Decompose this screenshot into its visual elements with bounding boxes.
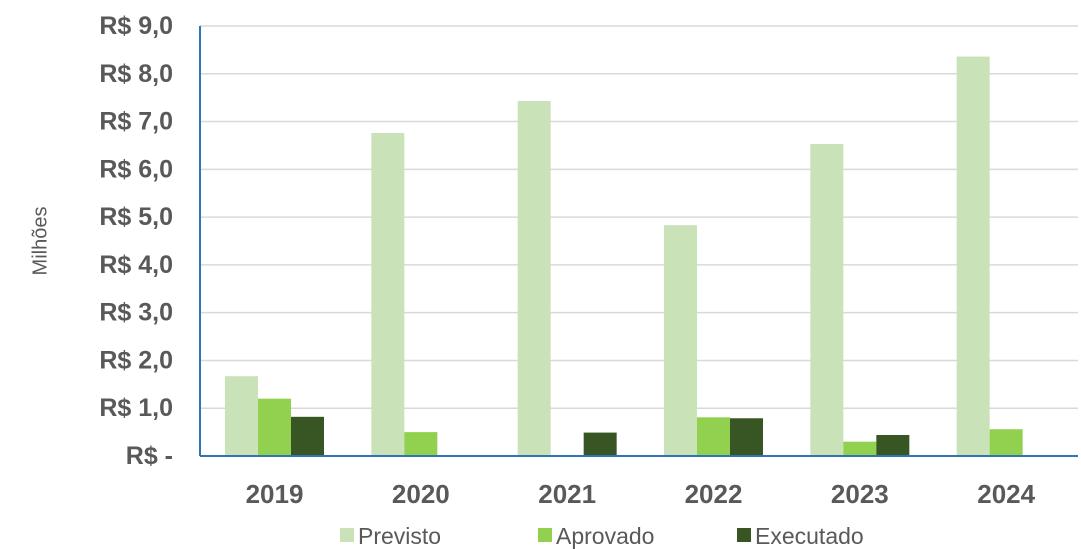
bar-previsto-2021 bbox=[517, 101, 551, 456]
bar-previsto-2022 bbox=[664, 225, 697, 456]
y-tick-label: R$ 4,0 bbox=[99, 251, 173, 279]
x-tick-label: 2023 bbox=[831, 479, 889, 509]
bar-executado-2019 bbox=[291, 416, 324, 456]
x-tick-label: 2020 bbox=[392, 479, 450, 509]
y-tick-label: R$ - bbox=[126, 442, 173, 470]
bar-previsto-2023 bbox=[810, 144, 844, 456]
bar-executado-2021 bbox=[583, 432, 617, 456]
bars bbox=[225, 56, 1023, 456]
bar-previsto-2019 bbox=[225, 376, 258, 456]
legend-swatch-executado bbox=[737, 528, 751, 542]
x-tick-labels: 2019 2020 2021 2022 2023 2024 bbox=[246, 479, 1036, 509]
x-tick-label: 2022 bbox=[685, 479, 743, 509]
x-tick-label: 2019 bbox=[246, 479, 304, 509]
y-axis-label: Milhões bbox=[29, 207, 51, 276]
x-tick-label: 2024 bbox=[977, 479, 1035, 509]
bar-aprovado-2023 bbox=[843, 441, 877, 456]
legend-label-aprovado: Aprovado bbox=[556, 523, 654, 549]
bar-aprovado-2020 bbox=[404, 432, 438, 456]
y-tick-label: R$ 8,0 bbox=[99, 60, 173, 88]
bar-aprovado-2024 bbox=[989, 429, 1023, 456]
y-tick-label: R$ 3,0 bbox=[99, 299, 173, 327]
legend-swatch-aprovado bbox=[538, 528, 552, 542]
legend: Previsto Aprovado Executado bbox=[340, 523, 864, 549]
bar-previsto-2020 bbox=[371, 133, 405, 456]
y-tick-label: R$ 6,0 bbox=[99, 155, 173, 183]
gridlines bbox=[200, 25, 1078, 409]
legend-label-executado: Executado bbox=[755, 523, 864, 549]
bar-previsto-2024 bbox=[956, 56, 990, 456]
bar-aprovado-2022 bbox=[697, 417, 730, 456]
y-tick-label: R$ 2,0 bbox=[99, 346, 173, 374]
x-tick-label: 2021 bbox=[538, 479, 596, 509]
y-tick-label: R$ 9,0 bbox=[99, 12, 173, 40]
legend-swatch-previsto bbox=[340, 528, 354, 542]
y-tick-label: R$ 7,0 bbox=[99, 108, 173, 136]
y-tick-labels: R$ - R$ 1,0 R$ 2,0 R$ 3,0 R$ 4,0 R$ 5,0 R$ 6,0… bbox=[99, 12, 173, 470]
bar-executado-2023 bbox=[876, 434, 910, 456]
legend-label-previsto: Previsto bbox=[358, 523, 441, 549]
y-tick-label: R$ 1,0 bbox=[99, 394, 173, 422]
axes bbox=[199, 26, 1078, 457]
bar-aprovado-2019 bbox=[258, 398, 291, 456]
bar-executado-2022 bbox=[730, 418, 763, 456]
y-tick-label: R$ 5,0 bbox=[99, 203, 173, 231]
